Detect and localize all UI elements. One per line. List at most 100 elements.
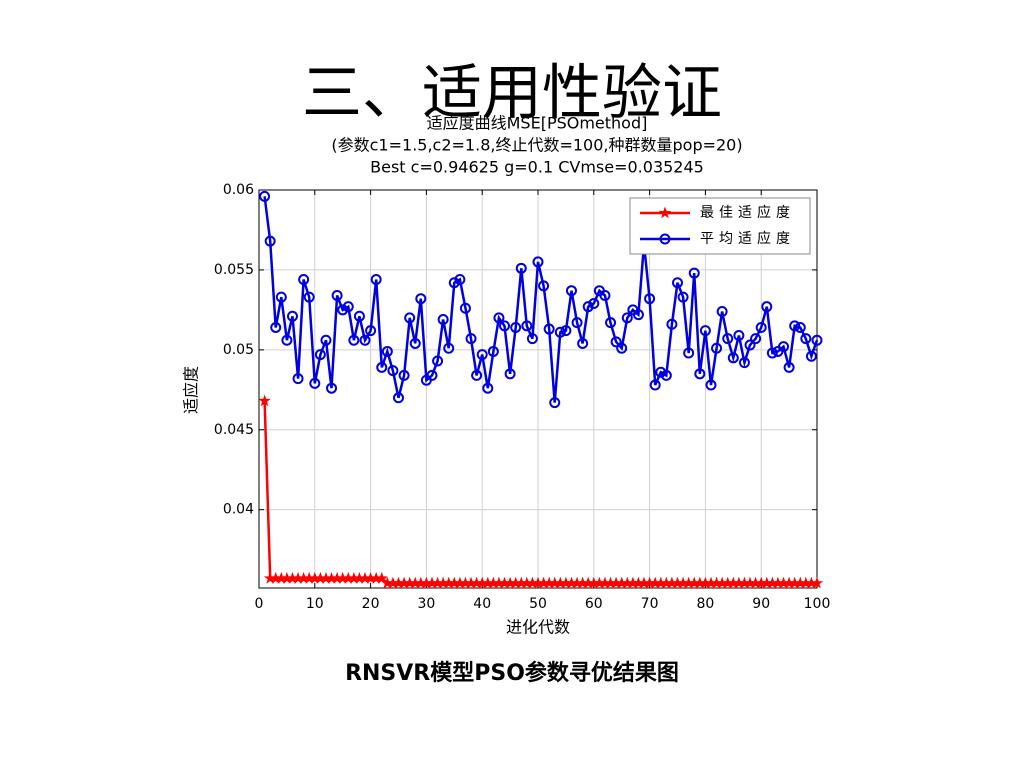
marker — [443, 342, 455, 354]
marker — [432, 355, 444, 367]
marker — [582, 301, 594, 313]
marker — [755, 321, 767, 333]
marker — [259, 190, 271, 202]
marker — [264, 235, 276, 247]
x-tick-label: 40 — [473, 596, 491, 612]
marker — [286, 310, 298, 322]
y-tick-label: 0.055 — [214, 262, 254, 278]
legend-box — [629, 197, 811, 255]
marker — [694, 368, 706, 380]
chart-title: Best c=0.94625 g=0.1 CVmse=0.035245 — [370, 158, 704, 177]
marker — [727, 352, 739, 364]
marker — [376, 361, 388, 373]
marker — [660, 369, 672, 381]
marker — [258, 394, 271, 407]
marker — [554, 326, 566, 338]
marker — [565, 285, 577, 297]
marker — [677, 291, 689, 303]
marker — [549, 397, 561, 409]
marker — [303, 291, 315, 303]
marker — [504, 368, 516, 380]
legend-marker — [659, 233, 671, 245]
marker — [672, 277, 683, 289]
marker — [370, 274, 382, 286]
y-tick-label: 0.05 — [223, 342, 254, 358]
marker — [415, 293, 427, 305]
marker — [649, 379, 661, 391]
marker — [599, 289, 611, 301]
marker — [448, 277, 460, 289]
x-axis-label: 进化代数 — [506, 618, 570, 637]
marker — [320, 334, 332, 346]
marker — [526, 333, 538, 345]
marker — [811, 334, 823, 346]
marker — [393, 392, 404, 404]
marker — [342, 301, 354, 313]
marker — [543, 323, 555, 335]
slide-title: 三、适用性验证 — [302, 59, 722, 129]
marker — [398, 369, 410, 381]
marker — [437, 313, 449, 325]
marker — [454, 274, 466, 286]
marker — [275, 291, 287, 303]
marker — [560, 325, 572, 337]
marker — [761, 301, 773, 313]
x-tick-label: 90 — [752, 596, 770, 612]
marker — [510, 321, 522, 333]
marker — [688, 267, 700, 279]
marker — [426, 369, 438, 381]
marker — [810, 576, 824, 589]
marker — [783, 361, 795, 373]
caption: RNSVR模型PSO参数寻优结果图 — [345, 660, 679, 686]
marker — [465, 333, 477, 345]
marker — [331, 289, 343, 301]
marker — [487, 345, 499, 357]
marker — [348, 334, 360, 346]
marker — [459, 302, 471, 314]
marker — [616, 342, 628, 354]
x-tick-label: 10 — [306, 596, 324, 612]
marker — [292, 373, 304, 385]
marker — [588, 297, 600, 309]
marker — [666, 318, 678, 330]
marker — [705, 379, 717, 391]
marker — [381, 345, 393, 357]
marker — [794, 321, 806, 333]
marker — [404, 312, 416, 324]
y-axis-label: 适应度 — [182, 366, 201, 414]
marker — [789, 320, 801, 332]
marker — [476, 349, 488, 361]
marker — [375, 571, 388, 584]
marker — [493, 312, 505, 324]
marker — [337, 304, 349, 316]
marker — [365, 325, 377, 337]
legend-label: 平均适应度 — [700, 230, 795, 247]
marker — [605, 317, 617, 329]
marker — [298, 274, 310, 286]
x-tick-label: 80 — [696, 596, 714, 612]
x-tick-label: 100 — [804, 596, 831, 612]
marker — [532, 256, 544, 268]
y-tick-label: 0.06 — [223, 182, 254, 198]
marker — [805, 350, 817, 362]
marker — [314, 349, 326, 361]
marker — [353, 310, 365, 322]
chart-title: 适应度曲线MSE[PSOmethod] — [427, 114, 648, 133]
marker — [610, 336, 622, 348]
marker — [270, 321, 282, 333]
series-line — [263, 196, 819, 403]
marker — [359, 334, 371, 346]
chart-title: (参数c1=1.5,c2=1.8,终止代数=100,种群数量pop=20) — [331, 136, 742, 155]
x-tick-label: 70 — [641, 596, 659, 612]
marker — [387, 365, 399, 377]
x-tick-label: 50 — [529, 596, 547, 612]
marker — [571, 317, 583, 329]
marker — [655, 366, 667, 378]
marker — [538, 280, 550, 292]
marker — [621, 312, 633, 324]
marker — [515, 262, 527, 274]
marker — [644, 293, 656, 305]
marker — [733, 329, 745, 341]
marker — [632, 309, 644, 321]
